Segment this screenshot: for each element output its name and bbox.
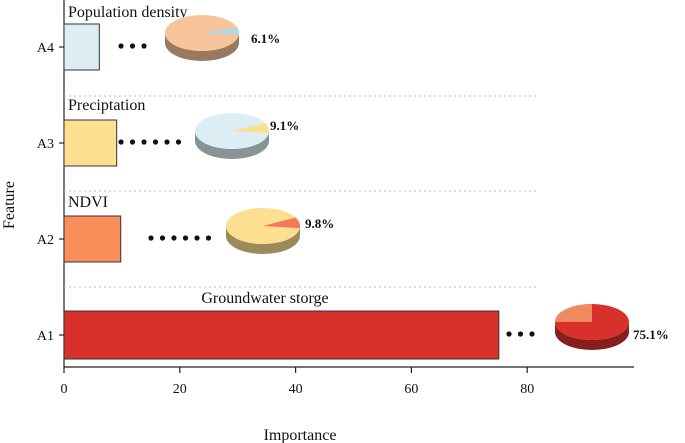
- ellipsis-dot: [118, 139, 124, 145]
- percent-label: 6.1%: [251, 31, 280, 46]
- x-tick-label: 0: [61, 382, 68, 397]
- ellipsis-dot: [141, 139, 147, 145]
- pie-side: [226, 226, 300, 254]
- ellipsis-dot: [529, 331, 535, 337]
- y-tick-label: A2: [37, 233, 54, 248]
- y-axis-title: Feature: [1, 181, 18, 229]
- pies: 6.1% 9.1% 9.8% 75.1%: [118, 15, 669, 350]
- ellipsis-dot: [129, 139, 136, 145]
- bar-label: NDVI: [68, 194, 108, 211]
- x-tick-label: 80: [520, 382, 534, 397]
- ellipsis-dot: [171, 235, 177, 241]
- y-tick-label: A1: [37, 329, 54, 344]
- axes: 0 20 40 60 80 A4 A3 A2 A1: [37, 0, 634, 397]
- pie-slice: [555, 304, 592, 322]
- y-tick-label: A4: [37, 41, 54, 56]
- ellipsis-dot: [148, 235, 154, 241]
- bar: [63, 215, 122, 263]
- bars: Population density Preciptation NDVI Ground…: [63, 4, 500, 360]
- bar: [63, 23, 100, 71]
- x-tick-label: 40: [289, 382, 303, 397]
- percent-label: 9.8%: [305, 216, 334, 231]
- percent-label: 9.1%: [270, 118, 299, 133]
- ellipsis-dot: [164, 139, 170, 145]
- ellipsis-dot: [517, 331, 524, 337]
- x-tick-label: 60: [404, 382, 418, 397]
- ellipsis-dot: [141, 43, 147, 49]
- ellipsis-dot: [506, 331, 512, 337]
- ellipsis-dot: [205, 235, 212, 241]
- ellipsis-dot: [152, 139, 159, 145]
- pie-side: [195, 131, 269, 159]
- bar-label: Population density: [68, 4, 188, 21]
- y-tick-label: A3: [37, 137, 54, 152]
- bar: [63, 119, 118, 167]
- pie-side: [555, 322, 629, 350]
- pie-side: [165, 33, 239, 61]
- ellipsis-dot: [194, 235, 200, 241]
- bar-label: Groundwater storge: [201, 290, 328, 307]
- bar-label: Preciptation: [68, 97, 145, 114]
- pie-slice: [263, 217, 301, 229]
- x-axis-title: Importance: [264, 427, 337, 443]
- x-tick-label: 20: [173, 382, 187, 397]
- ellipsis-dot: [129, 43, 136, 49]
- ellipsis-dot: [175, 139, 182, 145]
- ellipsis-dot: [159, 235, 166, 241]
- pie-slice: [202, 27, 239, 35]
- ellipsis-dot: [182, 235, 189, 241]
- ellipsis-dot: [118, 43, 124, 49]
- bar: [63, 310, 500, 360]
- pie-slice: [232, 123, 269, 134]
- percent-label: 75.1%: [633, 327, 669, 342]
